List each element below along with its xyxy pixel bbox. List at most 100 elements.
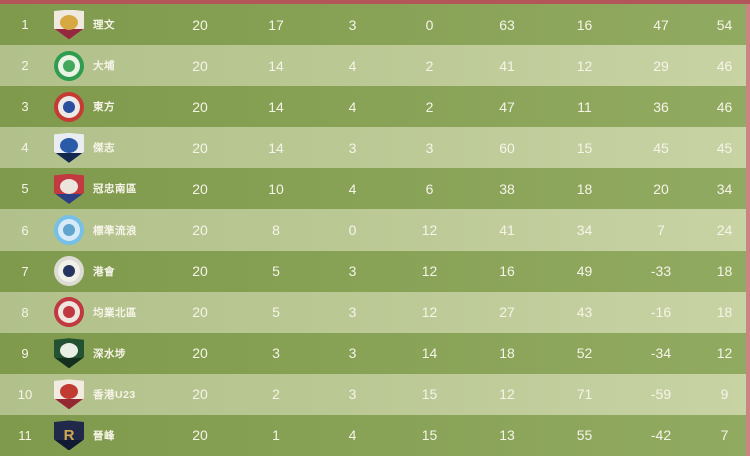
table-row[interactable]: 4 傑志 20 14 3 3 60 15 45 45 [0, 127, 750, 169]
cell-played: 20 [192, 98, 208, 115]
table-row[interactable]: 3 東方 20 14 4 2 47 11 36 46 [0, 86, 750, 128]
cell-points: 46 [716, 57, 733, 74]
right-accent-strip [746, 4, 750, 456]
cell-drawn: 3 [348, 263, 357, 280]
cell-points: 9 [720, 386, 729, 403]
cell-points: 7 [720, 427, 729, 444]
team-name: 港會 [93, 265, 115, 278]
cell-points: 46 [716, 98, 733, 115]
cell-goals-against: 49 [576, 263, 593, 280]
lee-man-crest-icon [54, 9, 84, 40]
cell-points: 34 [716, 180, 733, 197]
table-row[interactable]: 8 均業北區 20 5 3 12 27 43 -16 18 [0, 291, 750, 333]
cell-goal-difference: -33 [650, 263, 672, 280]
rank-cell: 5 [21, 181, 29, 197]
cell-won: 5 [272, 263, 280, 280]
cell-drawn: 3 [348, 16, 357, 33]
table-row[interactable]: 2 大埔 20 14 4 2 41 12 29 46 [0, 45, 750, 87]
cell-goals-against: 34 [576, 222, 593, 239]
cell-goals-for: 38 [499, 180, 515, 197]
rangers-crest-icon [54, 215, 84, 246]
cell-goals-for: 41 [499, 57, 515, 74]
cell-won: 14 [268, 98, 284, 115]
standings-rows: 1 理文 20 17 3 0 63 16 47 54 2 大埔 20 14 [0, 4, 750, 456]
rank-cell: 11 [18, 427, 32, 443]
cell-goal-difference: -42 [650, 427, 672, 444]
cell-goals-for: 47 [499, 98, 515, 115]
cell-lost: 6 [425, 180, 434, 197]
cell-played: 20 [192, 16, 208, 33]
team-name: 香港U23 [93, 388, 136, 401]
cell-drawn: 3 [348, 139, 357, 156]
cell-played: 20 [192, 139, 208, 156]
rank-cell: 4 [21, 140, 29, 156]
cell-played: 20 [192, 427, 208, 444]
cell-drawn: 4 [348, 98, 357, 115]
table-row[interactable]: 1 理文 20 17 3 0 63 16 47 54 [0, 4, 750, 46]
rank-cell: 3 [21, 99, 29, 115]
cell-drawn: 3 [348, 345, 357, 362]
team-name: 大埔 [93, 60, 115, 73]
cell-drawn: 4 [348, 427, 357, 444]
cell-lost: 14 [421, 345, 438, 362]
cell-points: 24 [716, 222, 733, 239]
table-row[interactable]: 9 深水埗 20 3 3 14 18 52 -34 12 [0, 332, 750, 374]
cell-goal-difference: -34 [650, 345, 672, 362]
cell-played: 20 [192, 263, 208, 280]
cell-lost: 0 [425, 16, 434, 33]
eastern-crest-icon [54, 91, 84, 122]
cell-drawn: 3 [348, 304, 357, 321]
cell-goal-difference: -59 [650, 386, 672, 403]
cell-goal-difference: 36 [653, 98, 669, 115]
cell-won: 2 [272, 386, 280, 403]
cell-lost: 3 [425, 139, 434, 156]
table-row[interactable]: 10 香港U23 20 2 3 15 12 71 -59 9 [0, 373, 750, 415]
cell-won: 3 [272, 345, 280, 362]
cell-won: 14 [268, 57, 284, 74]
cell-goals-for: 13 [499, 427, 515, 444]
cell-won: 17 [268, 16, 284, 33]
cell-goals-for: 41 [499, 222, 515, 239]
team-name: 傑志 [93, 142, 115, 155]
cell-goal-difference: 45 [653, 139, 669, 156]
cell-points: 12 [716, 345, 733, 362]
cell-goals-for: 63 [499, 16, 515, 33]
tai-po-crest-icon [54, 50, 84, 81]
cell-goals-against: 11 [577, 98, 592, 115]
north-district-crest-icon [54, 297, 84, 328]
table-row[interactable]: 7 港會 20 5 3 12 16 49 -33 18 [0, 250, 750, 292]
sham-shui-po-crest-icon [54, 338, 84, 369]
cell-goal-difference: 20 [653, 180, 669, 197]
team-name: 均業北區 [93, 306, 137, 319]
cell-goals-against: 71 [576, 386, 593, 403]
rank-cell: 7 [21, 263, 29, 279]
cell-drawn: 4 [348, 180, 357, 197]
cell-goal-difference: 47 [653, 16, 669, 33]
team-name: 標準流浪 [93, 224, 137, 237]
cell-goals-for: 16 [499, 263, 515, 280]
team-name: 晉峰 [93, 429, 115, 442]
rank-cell: 9 [21, 345, 29, 361]
team-name: 東方 [93, 101, 115, 114]
cell-played: 20 [192, 222, 208, 239]
rank-cell: 1 [21, 17, 29, 33]
cell-goals-for: 27 [499, 304, 515, 321]
cell-lost: 12 [421, 222, 438, 239]
cell-goals-against: 15 [576, 139, 593, 156]
cell-won: 10 [268, 180, 284, 197]
cell-goals-against: 52 [576, 345, 593, 362]
table-row[interactable]: 5 冠忠南區 20 10 4 6 38 18 20 34 [0, 168, 750, 210]
hkfc-crest-icon [54, 256, 84, 287]
cell-won: 5 [272, 304, 280, 321]
cell-won: 8 [272, 222, 280, 239]
hong-kong-u23-crest-icon [54, 379, 84, 410]
cell-played: 20 [192, 304, 208, 321]
cell-lost: 12 [421, 304, 438, 321]
table-row[interactable]: 6 標準流浪 20 8 0 12 41 34 7 24 [0, 209, 750, 251]
cell-goal-difference: 29 [653, 57, 669, 74]
cell-drawn: 0 [348, 222, 357, 239]
rank-cell: 10 [17, 386, 33, 402]
table-row[interactable]: 11 R 晉峰 20 1 4 15 13 55 -42 7 [0, 414, 750, 456]
cell-lost: 15 [421, 427, 438, 444]
